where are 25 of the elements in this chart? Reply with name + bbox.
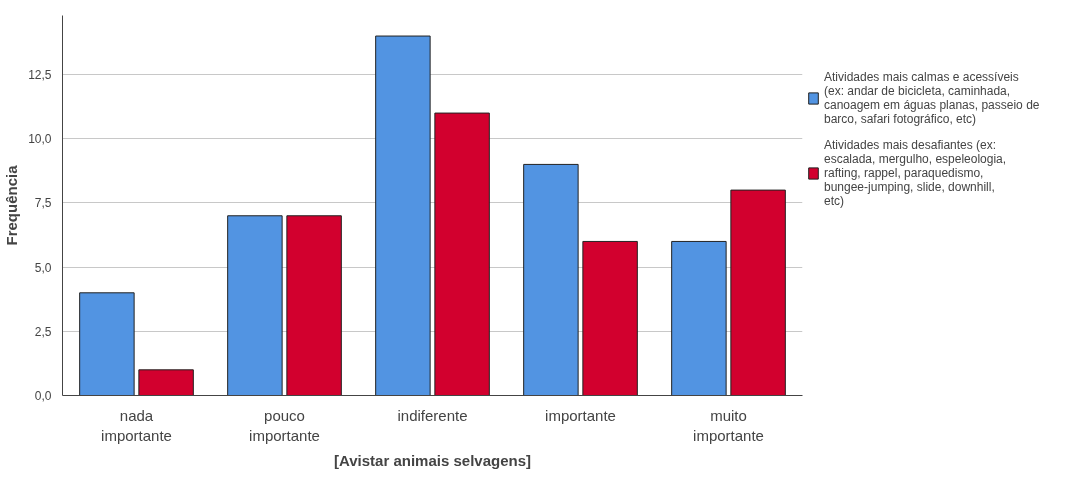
bar bbox=[434, 112, 490, 396]
x-tick-label: indiferente bbox=[397, 406, 468, 424]
bar bbox=[375, 35, 431, 396]
bar bbox=[227, 215, 283, 396]
bar bbox=[286, 215, 342, 396]
bar bbox=[671, 240, 727, 396]
x-tick-label: nada importante bbox=[101, 406, 172, 444]
y-tick-label: 2,5 bbox=[34, 324, 52, 339]
y-tick-label: 0,0 bbox=[34, 389, 52, 403]
x-tick-label: muito importante bbox=[693, 406, 764, 444]
y-tick-label: 7,5 bbox=[34, 196, 52, 211]
x-axis-title: [Avistar animais selvagens] bbox=[333, 451, 532, 469]
x-tick-label: importante bbox=[545, 406, 616, 424]
bar bbox=[730, 189, 786, 396]
y-tick-label: 12,5 bbox=[28, 68, 52, 83]
y-axis-title: Frequência bbox=[3, 164, 21, 246]
bar bbox=[523, 163, 579, 396]
x-tick-label: pouco importante bbox=[249, 406, 320, 444]
bar bbox=[582, 240, 638, 396]
bar bbox=[138, 369, 194, 396]
y-tick-label: 5,0 bbox=[34, 260, 52, 275]
y-tick-label: 10,0 bbox=[28, 132, 52, 147]
legend-label: Atividades mais desafiantes (ex: escalada, mergulho, espeleologia, rafting, rappel, paraquedismo, bungee-jumping, slide, downhill, etc) bbox=[824, 136, 1007, 210]
bar bbox=[79, 292, 135, 396]
legend-label: Atividades mais calmas e acessíveis (ex: andar de bicicleta, caminhada, canoagem em águas planas, passeio de barco, safari fotográfico, etc) bbox=[824, 68, 1040, 128]
